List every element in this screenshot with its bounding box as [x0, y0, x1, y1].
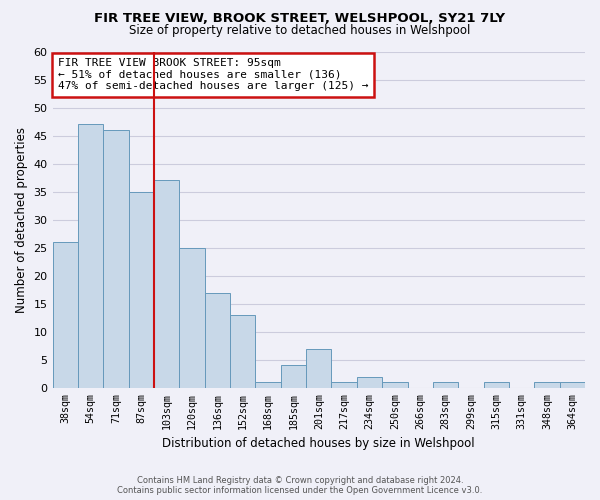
- Bar: [484, 382, 509, 388]
- Bar: [281, 366, 306, 388]
- Y-axis label: Number of detached properties: Number of detached properties: [15, 126, 28, 312]
- Bar: [357, 376, 382, 388]
- Bar: [128, 192, 154, 388]
- Bar: [154, 180, 179, 388]
- Bar: [78, 124, 103, 388]
- Bar: [382, 382, 407, 388]
- Bar: [53, 242, 78, 388]
- Text: FIR TREE VIEW BROOK STREET: 95sqm
← 51% of detached houses are smaller (136)
47%: FIR TREE VIEW BROOK STREET: 95sqm ← 51% …: [58, 58, 368, 92]
- Bar: [433, 382, 458, 388]
- Bar: [331, 382, 357, 388]
- Bar: [179, 248, 205, 388]
- X-axis label: Distribution of detached houses by size in Welshpool: Distribution of detached houses by size …: [163, 437, 475, 450]
- Text: Size of property relative to detached houses in Welshpool: Size of property relative to detached ho…: [130, 24, 470, 37]
- Bar: [306, 348, 331, 388]
- Bar: [256, 382, 281, 388]
- Bar: [230, 315, 256, 388]
- Bar: [534, 382, 560, 388]
- Bar: [103, 130, 128, 388]
- Text: FIR TREE VIEW, BROOK STREET, WELSHPOOL, SY21 7LY: FIR TREE VIEW, BROOK STREET, WELSHPOOL, …: [94, 12, 506, 26]
- Bar: [560, 382, 585, 388]
- Text: Contains HM Land Registry data © Crown copyright and database right 2024.
Contai: Contains HM Land Registry data © Crown c…: [118, 476, 482, 495]
- Bar: [205, 292, 230, 388]
